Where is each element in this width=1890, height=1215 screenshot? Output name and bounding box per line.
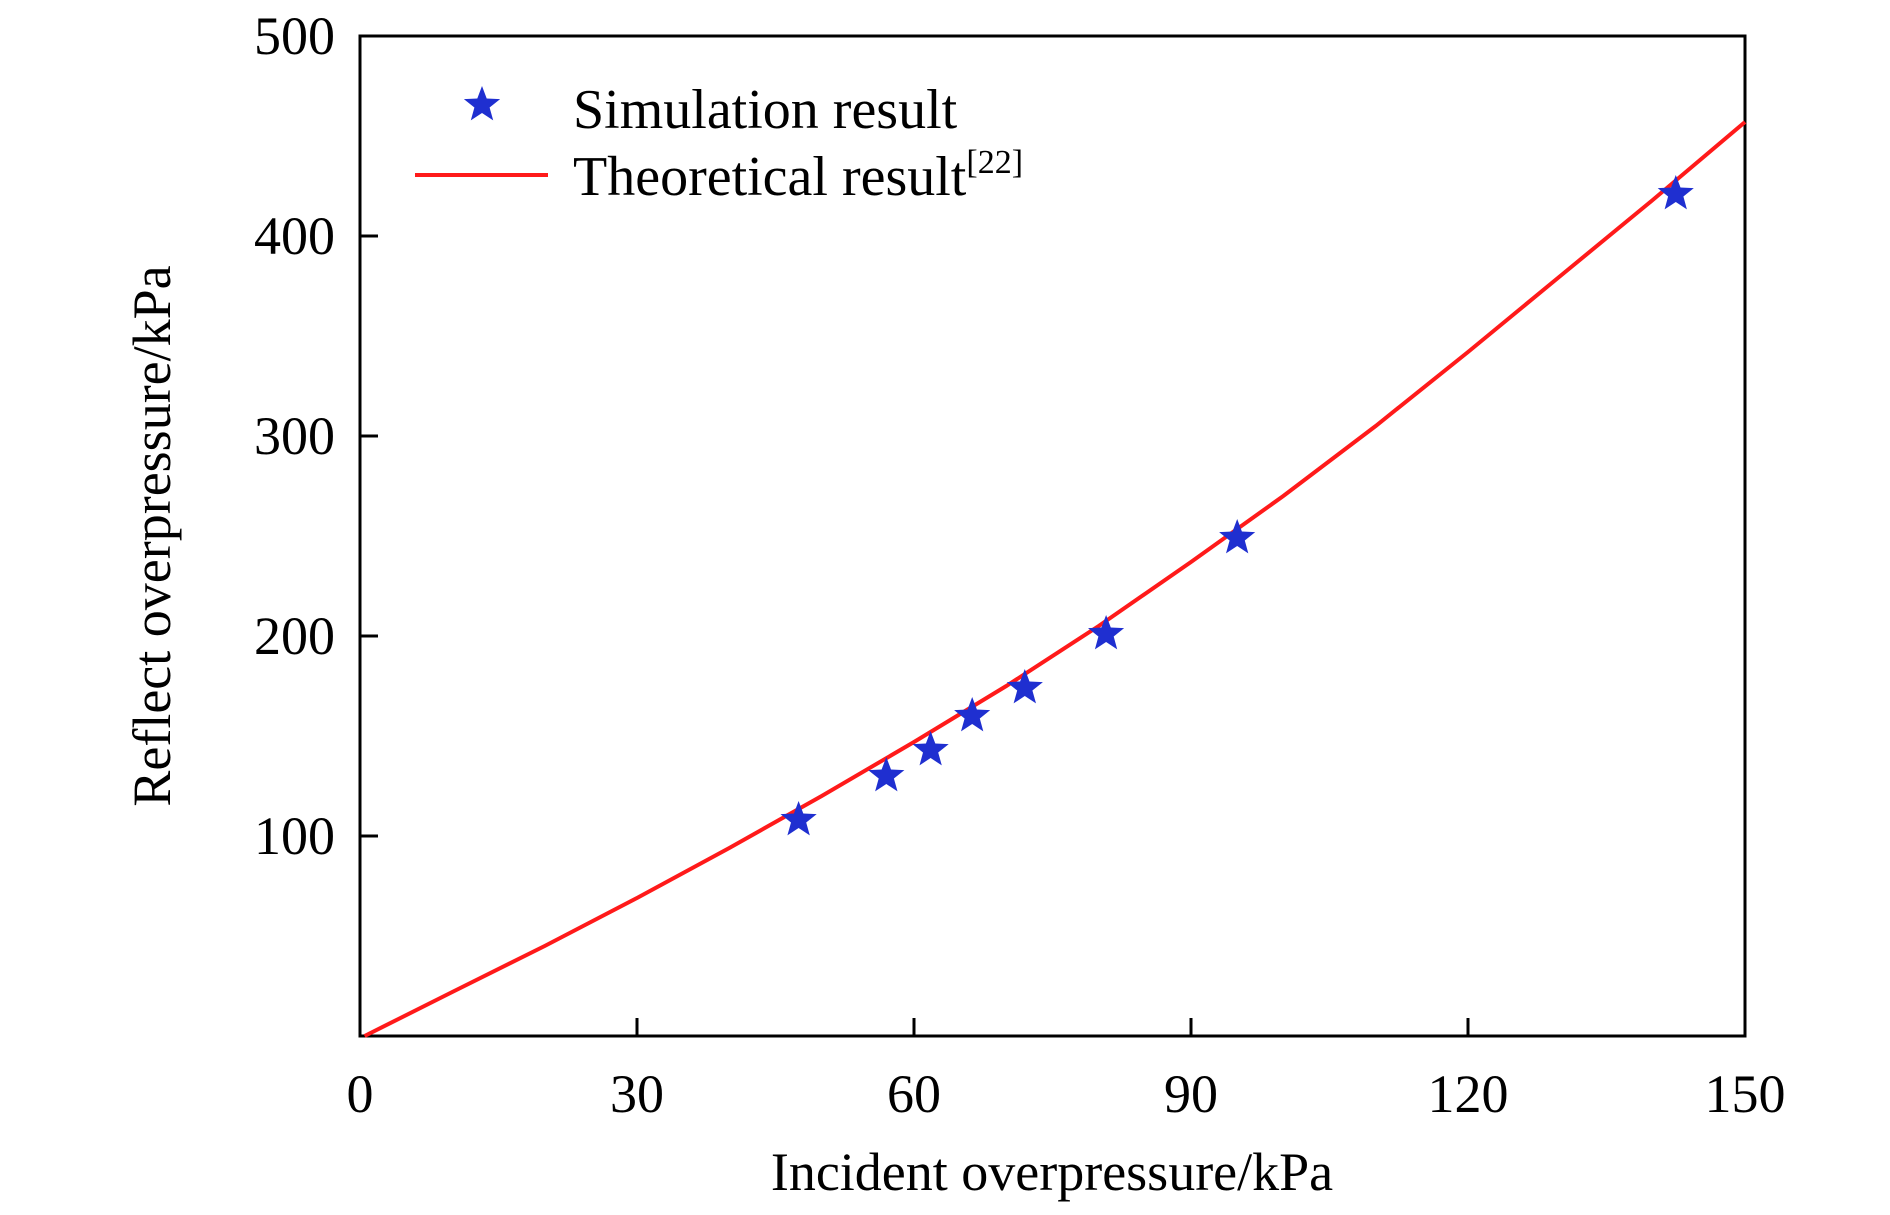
x-axis-title: Incident overpressure/kPa: [771, 1142, 1333, 1202]
legend-label-theoretical-reference: [22]: [966, 144, 1023, 181]
x-tick-label: 150: [1705, 1064, 1786, 1124]
theoretical-result-line: [363, 120, 1747, 1038]
simulation-result-point: [1088, 615, 1125, 650]
simulation-result-point: [780, 801, 817, 836]
plot-frame: [358, 34, 1747, 1038]
simulation-result-point: [954, 697, 991, 732]
y-tick-label: 100: [254, 806, 335, 866]
simulation-result-point: [1657, 175, 1694, 210]
x-tick-label: 90: [1164, 1064, 1218, 1124]
y-tick-label: 400: [254, 206, 335, 266]
y-tick-label: 200: [254, 606, 335, 666]
legend-label-theoretical: Theoretical result[22]: [573, 144, 1023, 208]
axis-ticks: [358, 34, 1747, 1036]
simulation-result-point: [868, 757, 905, 792]
legend-label-theoretical-text: Theoretical result: [573, 146, 967, 208]
y-axis-title: Reflect overpressure/kPa: [122, 265, 182, 806]
y-tick-label: 300: [254, 406, 335, 466]
axis-tick-labels: 0 30 60 90 120 150 100 200 300 400 500: [254, 6, 1786, 1124]
simulation-result-point: [912, 731, 949, 766]
legend-label-simulation: Simulation result: [573, 79, 958, 141]
x-tick-label: 30: [610, 1064, 664, 1124]
series-layer: [363, 120, 1747, 1038]
y-tick-label: 500: [254, 6, 335, 66]
simulation-result-point: [1006, 669, 1043, 704]
x-tick-label: 0: [347, 1064, 374, 1124]
legend: Simulation result Theoretical result[22]: [415, 79, 1023, 208]
legend-star-icon: [463, 86, 501, 121]
x-tick-label: 60: [887, 1064, 941, 1124]
legend-star-marker: [463, 86, 501, 121]
simulation-result-point: [1219, 519, 1256, 554]
x-tick-label: 120: [1428, 1064, 1509, 1124]
